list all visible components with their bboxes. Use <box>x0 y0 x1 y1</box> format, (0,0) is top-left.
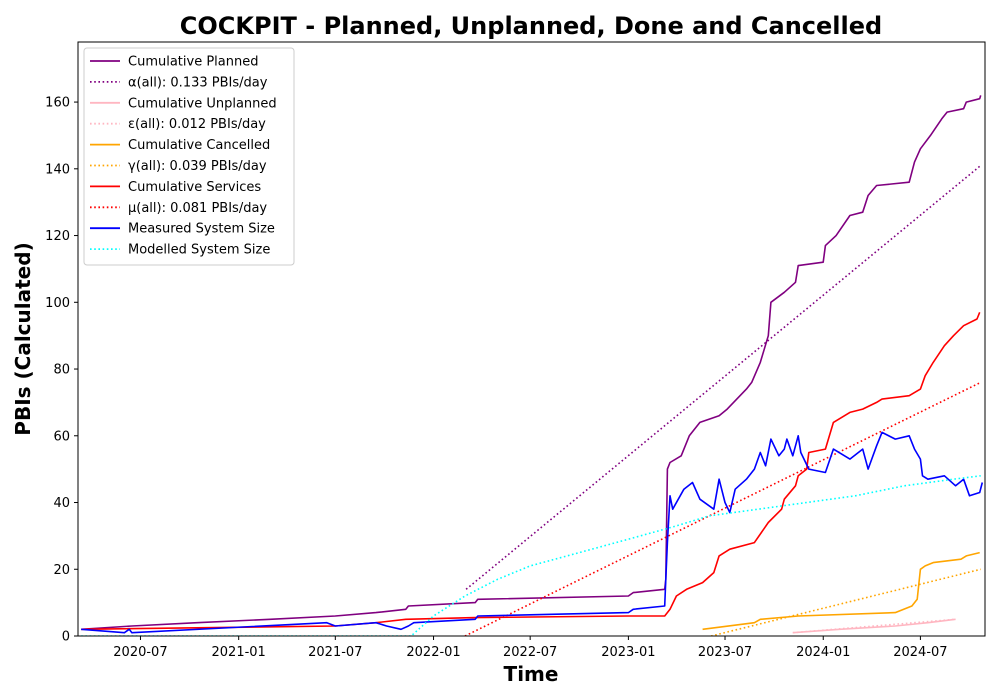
y-tick-label: 160 <box>45 96 70 111</box>
series-line-cumulative-cancelled <box>702 551 980 631</box>
x-tick-label: 2022-01 <box>406 645 460 660</box>
series-line-all-0-081-pbis-day <box>464 381 982 636</box>
legend-label: Cumulative Cancelled <box>128 138 270 153</box>
y-tick-label: 100 <box>45 296 70 311</box>
y-axis-label: PBIs (Calculated) <box>11 242 35 435</box>
legend-label: Cumulative Services <box>128 180 261 195</box>
y-tick-label: 80 <box>53 363 70 378</box>
x-tick-label: 2024-01 <box>796 645 850 660</box>
x-axis-label: Time <box>504 662 559 686</box>
x-tick-label: 2020-07 <box>113 645 167 660</box>
y-tick-label: 120 <box>45 229 70 244</box>
plot-area <box>81 95 984 636</box>
legend-label: Modelled System Size <box>128 243 270 258</box>
legend-label: Cumulative Unplanned <box>128 96 277 111</box>
x-tick-label: 2022-07 <box>503 645 557 660</box>
legend-label: μ(all): 0.081 PBIs/day <box>128 201 267 216</box>
legend-label: Cumulative Planned <box>128 55 258 70</box>
series-line-cumulative-planned <box>81 95 982 631</box>
y-tick-label: 20 <box>53 563 70 578</box>
plot-frame <box>77 41 986 637</box>
y-tick-label: 0 <box>62 630 70 645</box>
legend-label: α(all): 0.133 PBIs/day <box>128 75 268 90</box>
legend-label: γ(all): 0.039 PBIs/day <box>128 159 267 174</box>
series-line-modelled-system-size <box>81 475 981 636</box>
chart-title: COCKPIT - Planned, Unplanned, Done and C… <box>180 12 882 40</box>
x-tick-label: 2021-07 <box>308 645 362 660</box>
legend: Cumulative Planned α(all): 0.133 PBIs/day… <box>83 47 295 266</box>
x-tick-label: 2023-07 <box>698 645 752 660</box>
series-line-cumulative-unplanned <box>792 618 956 634</box>
axes: 0 20 40 60 80 100 120 140 160 2020-07 2021-01 2021-… <box>45 96 947 660</box>
series-line-all-0-133-pbis-day <box>465 164 982 590</box>
legend-label: Measured System Size <box>128 222 275 237</box>
series-line-all-0-039-pbis-day <box>710 568 981 636</box>
x-tick-label: 2023-01 <box>601 645 655 660</box>
x-tick-label: 2024-07 <box>893 645 947 660</box>
series-line-measured-system-size <box>81 431 984 634</box>
y-tick-label: 140 <box>45 162 70 177</box>
x-tick-label: 2021-01 <box>212 645 266 660</box>
y-tick-label: 40 <box>53 496 70 511</box>
series-line-cumulative-services <box>81 312 981 631</box>
y-tick-label: 60 <box>53 429 70 444</box>
legend-label: ε(all): 0.012 PBIs/day <box>128 117 266 132</box>
legend-box <box>83 47 295 266</box>
